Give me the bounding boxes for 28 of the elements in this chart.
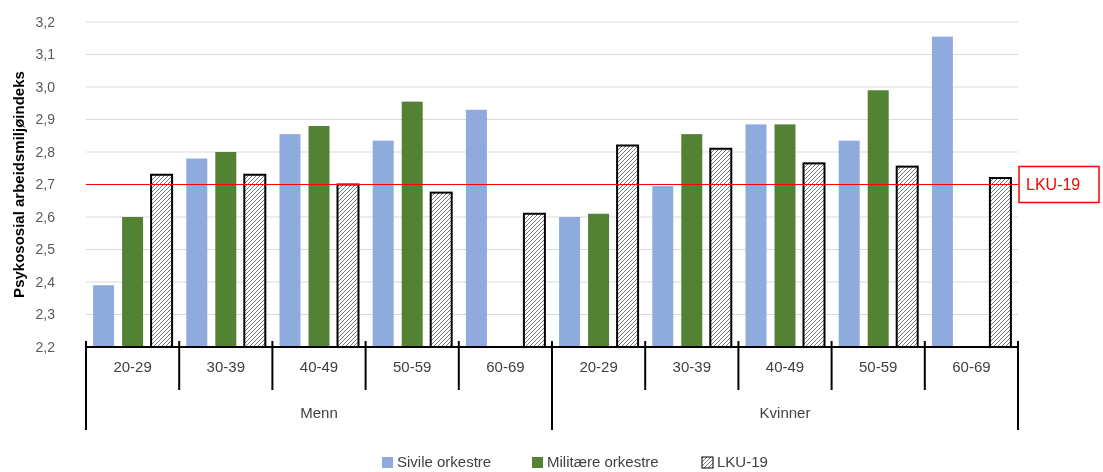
y-tick-label: 2,9 (35, 111, 56, 128)
x-tick-label: 50-59 (859, 358, 898, 375)
y-tick-label: 2,5 (35, 241, 56, 258)
y-tick-label: 2,7 (35, 176, 56, 193)
y-tick-label: 2,6 (35, 208, 56, 225)
y-axis-title: Psykososial arbeidsmiljøindeks (10, 71, 27, 298)
y-tick-label: 2,4 (35, 273, 56, 290)
x-tick-label: 20-29 (113, 358, 152, 375)
x-tick-label: 20-29 (579, 358, 618, 375)
x-tick-label: 30-39 (672, 358, 711, 375)
ref-line-label: LKU-19 (1026, 176, 1081, 194)
x-tick-label: 40-49 (765, 358, 805, 375)
text: Menn (300, 404, 338, 421)
x-tick-label: 40-49 (299, 358, 339, 375)
y-tick-label: 3,1 (35, 46, 56, 63)
y-tick-label: 2,8 (35, 143, 56, 160)
y-tick-label: 2,3 (35, 306, 56, 323)
x-tick-label: 50-59 (393, 358, 432, 375)
y-tick-label: 3,0 (35, 78, 56, 95)
legend-label: Militære orkestre (547, 453, 659, 470)
legend-label: Sivile orkestre (397, 453, 492, 470)
legend-label: LKU-19 (717, 453, 768, 470)
y-tick-label: 3,2 (35, 13, 56, 30)
y-tick-label: 2,2 (35, 338, 56, 355)
text: Kvinner (759, 404, 811, 421)
x-tick-label: 60-69 (952, 358, 991, 375)
x-tick-label: 30-39 (206, 358, 245, 375)
x-tick-label: 60-69 (486, 358, 525, 375)
